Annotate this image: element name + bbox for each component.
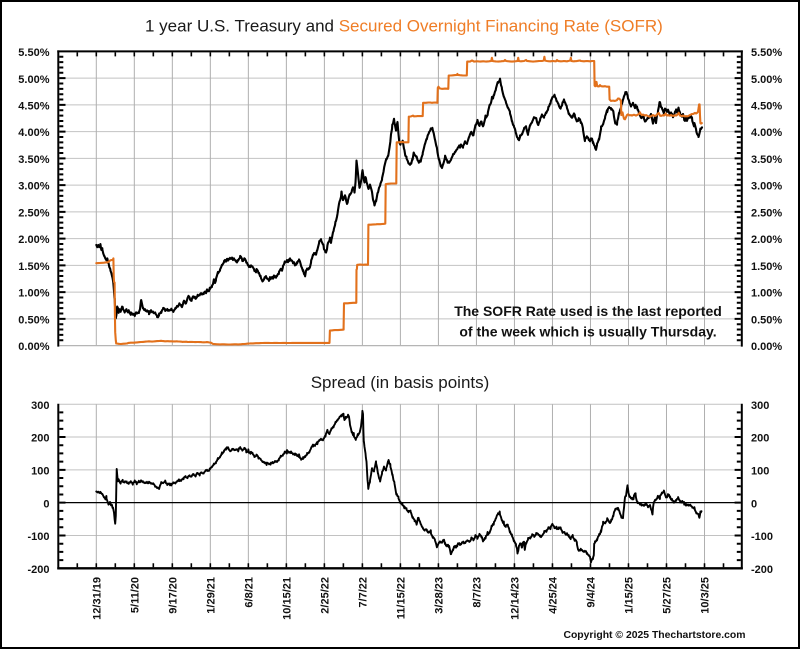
- svg-text:0: 0: [751, 498, 757, 510]
- svg-text:1.50%: 1.50%: [18, 261, 49, 273]
- svg-text:0.00%: 0.00%: [18, 341, 49, 353]
- svg-text:100: 100: [31, 465, 49, 477]
- svg-text:Spread (in basis points): Spread (in basis points): [311, 373, 490, 392]
- svg-text:4.00%: 4.00%: [751, 127, 782, 139]
- svg-text:5/27/25: 5/27/25: [662, 577, 674, 614]
- svg-text:5.50%: 5.50%: [751, 47, 782, 59]
- svg-text:2/25/22: 2/25/22: [320, 577, 332, 614]
- svg-text:5.50%: 5.50%: [18, 47, 49, 59]
- svg-text:of the week which is usually T: of the week which is usually Thursday.: [459, 324, 716, 340]
- svg-text:1.50%: 1.50%: [751, 261, 782, 273]
- svg-text:5/11/20: 5/11/20: [130, 577, 142, 613]
- svg-text:1.00%: 1.00%: [18, 288, 49, 300]
- svg-text:1/29/21: 1/29/21: [206, 577, 218, 614]
- svg-text:4.50%: 4.50%: [751, 101, 782, 113]
- svg-text:10/3/25: 10/3/25: [700, 577, 712, 614]
- svg-text:The SOFR Rate used is the last: The SOFR Rate used is the last reported: [454, 303, 722, 319]
- svg-text:3.00%: 3.00%: [751, 181, 782, 193]
- svg-text:2.00%: 2.00%: [751, 234, 782, 246]
- svg-text:-200: -200: [27, 564, 49, 576]
- svg-text:3.50%: 3.50%: [18, 154, 49, 166]
- svg-text:3.00%: 3.00%: [18, 181, 49, 193]
- svg-text:2.00%: 2.00%: [18, 234, 49, 246]
- svg-text:7/7/22: 7/7/22: [358, 577, 370, 608]
- svg-text:0.50%: 0.50%: [751, 315, 782, 327]
- svg-text:300: 300: [31, 400, 49, 412]
- svg-text:200: 200: [31, 433, 49, 445]
- svg-text:1.00%: 1.00%: [751, 288, 782, 300]
- svg-text:Copyright © 2025 Thechartstore: Copyright © 2025 Thechartstore.com: [563, 630, 745, 641]
- svg-text:2.50%: 2.50%: [751, 208, 782, 220]
- svg-text:5.00%: 5.00%: [751, 74, 782, 86]
- svg-text:4/25/24: 4/25/24: [548, 576, 560, 614]
- svg-text:10/15/21: 10/15/21: [282, 577, 294, 620]
- svg-text:1 year U.S. Treasury and Secur: 1 year U.S. Treasury and Secured Overnig…: [145, 17, 663, 36]
- svg-text:-100: -100: [27, 531, 49, 543]
- svg-text:6/8/21: 6/8/21: [244, 577, 256, 608]
- svg-text:0.00%: 0.00%: [751, 341, 782, 353]
- svg-text:3.50%: 3.50%: [751, 154, 782, 166]
- svg-text:-100: -100: [751, 531, 773, 543]
- svg-text:11/15/22: 11/15/22: [396, 577, 408, 619]
- svg-text:2.50%: 2.50%: [18, 208, 49, 220]
- svg-text:8/7/23: 8/7/23: [472, 577, 484, 608]
- svg-text:4.50%: 4.50%: [18, 101, 49, 113]
- svg-text:200: 200: [751, 433, 769, 445]
- svg-text:9/17/20: 9/17/20: [168, 577, 180, 614]
- svg-text:-200: -200: [751, 564, 773, 576]
- svg-text:12/31/19: 12/31/19: [92, 577, 104, 620]
- svg-text:1/15/25: 1/15/25: [624, 577, 636, 614]
- svg-text:4.00%: 4.00%: [18, 127, 49, 139]
- svg-text:300: 300: [751, 400, 769, 412]
- svg-text:5.00%: 5.00%: [18, 74, 49, 86]
- svg-text:9/4/24: 9/4/24: [586, 576, 598, 607]
- svg-text:0.50%: 0.50%: [18, 315, 49, 327]
- svg-text:100: 100: [751, 465, 769, 477]
- svg-text:3/28/23: 3/28/23: [434, 577, 446, 614]
- svg-text:12/14/23: 12/14/23: [510, 577, 522, 620]
- svg-text:0: 0: [43, 498, 49, 510]
